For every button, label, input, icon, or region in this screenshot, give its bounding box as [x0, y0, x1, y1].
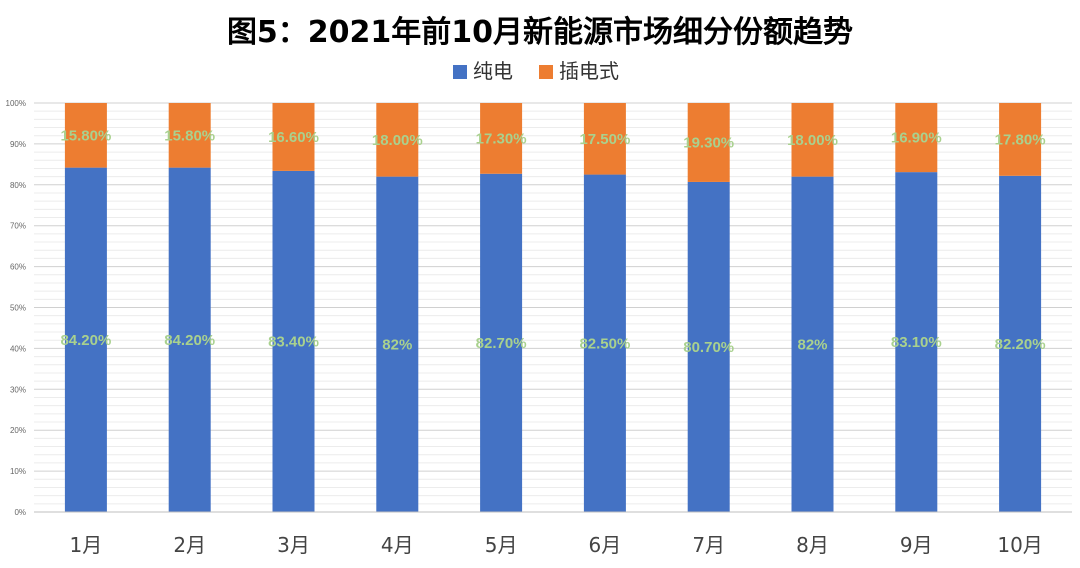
legend-label: 插电式 [559, 59, 619, 83]
y-tick-label: 0% [14, 508, 26, 517]
x-tick-label: 8月 [796, 533, 829, 557]
chart-title: 图5：2021年前10月新能源市场细分份额趋势 [227, 15, 853, 50]
x-tick-label: 6月 [589, 533, 622, 557]
data-label: 16.90% [891, 130, 942, 147]
y-tick-label: 40% [10, 344, 26, 353]
bar-pure-ev-1 [64, 167, 107, 512]
data-label: 82.70% [476, 335, 527, 352]
data-label: 84.20% [164, 332, 215, 349]
y-tick-label: 80% [10, 181, 26, 190]
bar-pure-ev-2 [168, 167, 211, 512]
bar-pure-ev-3 [272, 170, 315, 513]
data-label: 82% [797, 336, 827, 353]
y-tick-label: 50% [10, 304, 26, 313]
bar-phev-4 [376, 103, 419, 177]
data-label: 83.40% [268, 333, 319, 350]
data-label: 17.80% [995, 131, 1046, 148]
bar-phev-10 [999, 103, 1042, 176]
legend-swatch [539, 65, 553, 79]
bar-pure-ev-8 [791, 176, 834, 512]
x-tick-label: 2月 [173, 533, 206, 557]
y-tick-label: 20% [10, 426, 26, 435]
data-label: 15.80% [60, 127, 111, 144]
y-tick-label: 90% [10, 140, 26, 149]
bar-phev-2 [168, 103, 211, 168]
data-label: 15.80% [164, 127, 215, 144]
data-label: 17.50% [579, 131, 630, 148]
data-label: 82.20% [995, 336, 1046, 353]
data-label: 82% [382, 336, 412, 353]
data-label: 18.00% [372, 132, 423, 149]
x-tick-label: 9月 [900, 533, 933, 557]
data-label: 80.70% [683, 339, 734, 356]
y-tick-label: 30% [10, 385, 26, 394]
x-tick-label: 3月 [277, 533, 310, 557]
data-label: 83.10% [891, 334, 942, 351]
bar-pure-ev-7 [687, 181, 730, 512]
bar-phev-3 [272, 103, 315, 171]
legend-swatch [453, 65, 467, 79]
data-label: 18.00% [787, 132, 838, 149]
bar-pure-ev-6 [583, 174, 626, 512]
bars [64, 103, 1042, 513]
data-label: 19.30% [683, 134, 734, 151]
data-label: 16.60% [268, 129, 319, 146]
legend: 纯电 插电式 [453, 59, 619, 83]
data-labels: 84.20% 15.80% 84.20% 15.80% 83.40% 16.60% 82% 1… [60, 127, 1045, 356]
y-tick-label: 100% [6, 99, 26, 108]
x-tick-label: 4月 [381, 533, 414, 557]
x-tick-label: 1月 [70, 533, 103, 557]
data-label: 17.30% [476, 130, 527, 147]
bar-pure-ev-9 [895, 172, 938, 512]
x-axis: 1月 2月 3月 4月 5月 6月 7月 8月 9月 10月 [34, 511, 1072, 557]
bar-phev-9 [895, 103, 938, 173]
x-tick-label: 7月 [692, 533, 725, 557]
bar-pure-ev-4 [376, 176, 419, 512]
x-tick-label: 5月 [485, 533, 518, 557]
legend-label: 纯电 [473, 59, 513, 83]
bar-phev-5 [480, 103, 523, 174]
bar-phev-7 [687, 103, 730, 182]
bar-phev-8 [791, 103, 834, 177]
data-label: 84.20% [60, 332, 111, 349]
y-tick-label: 70% [10, 222, 26, 231]
bar-pure-ev-10 [999, 175, 1042, 512]
bar-pure-ev-5 [480, 173, 523, 512]
y-tick-label: 60% [10, 263, 26, 272]
data-label: 82.50% [579, 335, 630, 352]
x-tick-label: 10月 [997, 533, 1042, 557]
bar-phev-6 [583, 103, 626, 175]
bar-phev-1 [64, 103, 107, 168]
y-tick-label: 10% [10, 467, 26, 476]
y-axis: 0% 10% 20% 30% 40% 50% 60% 70% 80% 90% 100% [6, 99, 26, 517]
